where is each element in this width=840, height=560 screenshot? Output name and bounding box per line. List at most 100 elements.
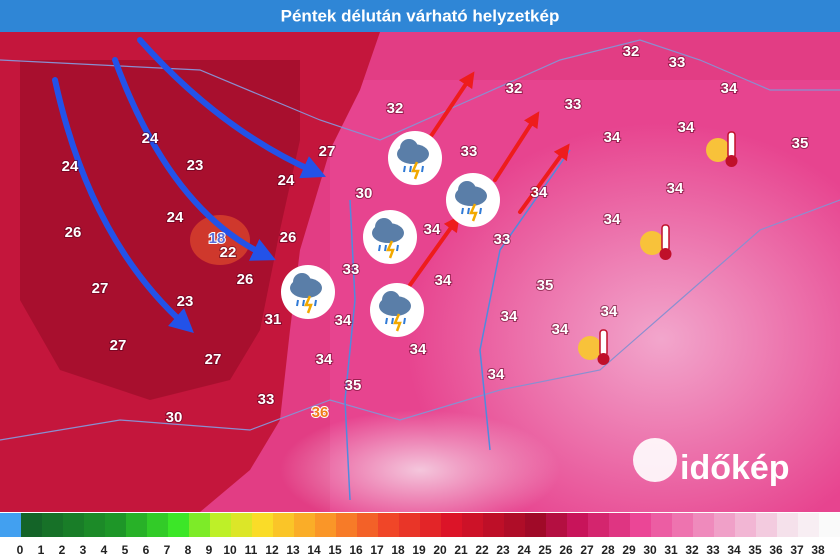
temperature-label: 23 (177, 293, 194, 310)
legend-swatch (714, 513, 736, 537)
temperature-label: 32 (506, 80, 523, 97)
temperature-label: 34 (678, 119, 695, 136)
legend-swatch (105, 513, 127, 537)
legend-label: 6 (143, 543, 150, 557)
legend-swatch (189, 513, 211, 537)
legend-label: 22 (475, 543, 489, 557)
legend-label: 9 (206, 543, 213, 557)
temperature-label: 34 (604, 211, 621, 228)
temperature-label: 26 (237, 271, 254, 288)
temperature-label: 33 (669, 54, 686, 71)
legend-label: 0 (17, 543, 24, 557)
lightning (304, 295, 313, 314)
sun (578, 336, 602, 360)
legend-swatch (525, 513, 547, 537)
legend-label: 5 (122, 543, 129, 557)
temperature-label: 34 (552, 321, 569, 338)
legend-label: 19 (412, 543, 426, 557)
legend-swatch (819, 513, 840, 537)
legend-swatch (693, 513, 715, 537)
rain (409, 165, 412, 173)
temperature-label: 34 (501, 308, 518, 325)
cloud (458, 181, 476, 199)
sun (640, 231, 664, 255)
legend-label: 4 (101, 543, 108, 557)
legend-swatch (252, 513, 274, 537)
temperature-label: 33 (565, 96, 582, 113)
temperature-label: 27 (110, 337, 127, 354)
legend-swatch (462, 513, 484, 537)
rain (479, 207, 482, 215)
legend-swatch (126, 513, 148, 537)
legend-swatch (147, 513, 169, 537)
legend-label: 27 (580, 543, 594, 557)
temperature-label: 33 (343, 261, 360, 278)
legend-swatch (756, 513, 778, 537)
thermometer-bulb (597, 353, 610, 365)
thermometer (599, 329, 608, 357)
temperature-label: 36 (312, 404, 329, 421)
rain (467, 207, 470, 215)
legend-swatch (42, 513, 64, 537)
rain (403, 317, 406, 325)
temperature-label: 33 (494, 231, 511, 248)
legend-label: 29 (622, 543, 636, 557)
legend-swatch (651, 513, 673, 537)
legend-label: 36 (769, 543, 783, 557)
legend-label: 30 (643, 543, 657, 557)
legend-label: 33 (706, 543, 720, 557)
temperature-label: 18 (209, 230, 226, 247)
legend-swatch (168, 513, 190, 537)
legend-swatch (210, 513, 232, 537)
cloud (375, 218, 393, 236)
legend-swatch (483, 513, 505, 537)
legend-swatch (630, 513, 652, 537)
legend-label: 32 (685, 543, 699, 557)
legend-swatch (378, 513, 400, 537)
legend-label: 35 (748, 543, 762, 557)
legend-swatch (315, 513, 337, 537)
legend-swatch (420, 513, 442, 537)
legend-swatch (357, 513, 379, 537)
temperature-label: 33 (258, 391, 275, 408)
temperature-label: 34 (604, 129, 621, 146)
temperature-label: 27 (319, 143, 336, 160)
temperature-label: 32 (623, 43, 640, 60)
temperature-label: 23 (187, 157, 204, 174)
legend-label: 17 (370, 543, 384, 557)
legend-swatch (567, 513, 589, 537)
thermometer-bulb (725, 155, 738, 167)
cloud (400, 139, 418, 157)
legend-swatch (504, 513, 526, 537)
weather-icons (281, 131, 738, 365)
legend-label: 1 (38, 543, 45, 557)
legend-swatch (588, 513, 610, 537)
legend-label: 25 (538, 543, 552, 557)
temperature-label: 35 (537, 277, 554, 294)
logo: időkép (633, 438, 790, 487)
legend-label: 28 (601, 543, 615, 557)
temperature-label: 27 (205, 351, 222, 368)
legend-swatch (294, 513, 316, 537)
sun (706, 138, 730, 162)
thermometer (661, 224, 670, 252)
temperature-label: 34 (435, 272, 452, 289)
temperature-label: 35 (345, 377, 362, 394)
legend-label: 38 (811, 543, 825, 557)
legend-swatch (798, 513, 820, 537)
rain (302, 299, 305, 307)
legend-swatch (609, 513, 631, 537)
legend-label: 21 (454, 543, 468, 557)
temperature-label: 35 (792, 135, 809, 152)
temperature-label: 27 (92, 280, 109, 297)
temperature-label: 34 (667, 180, 684, 197)
legend-swatch (336, 513, 358, 537)
temperature-label: 32 (387, 100, 404, 117)
legend-swatch (546, 513, 568, 537)
legend-label: 2 (59, 543, 66, 557)
thermometer-bulb (659, 248, 672, 260)
temperature-label: 34 (335, 312, 352, 329)
map (0, 32, 840, 530)
legend-label: 31 (664, 543, 678, 557)
